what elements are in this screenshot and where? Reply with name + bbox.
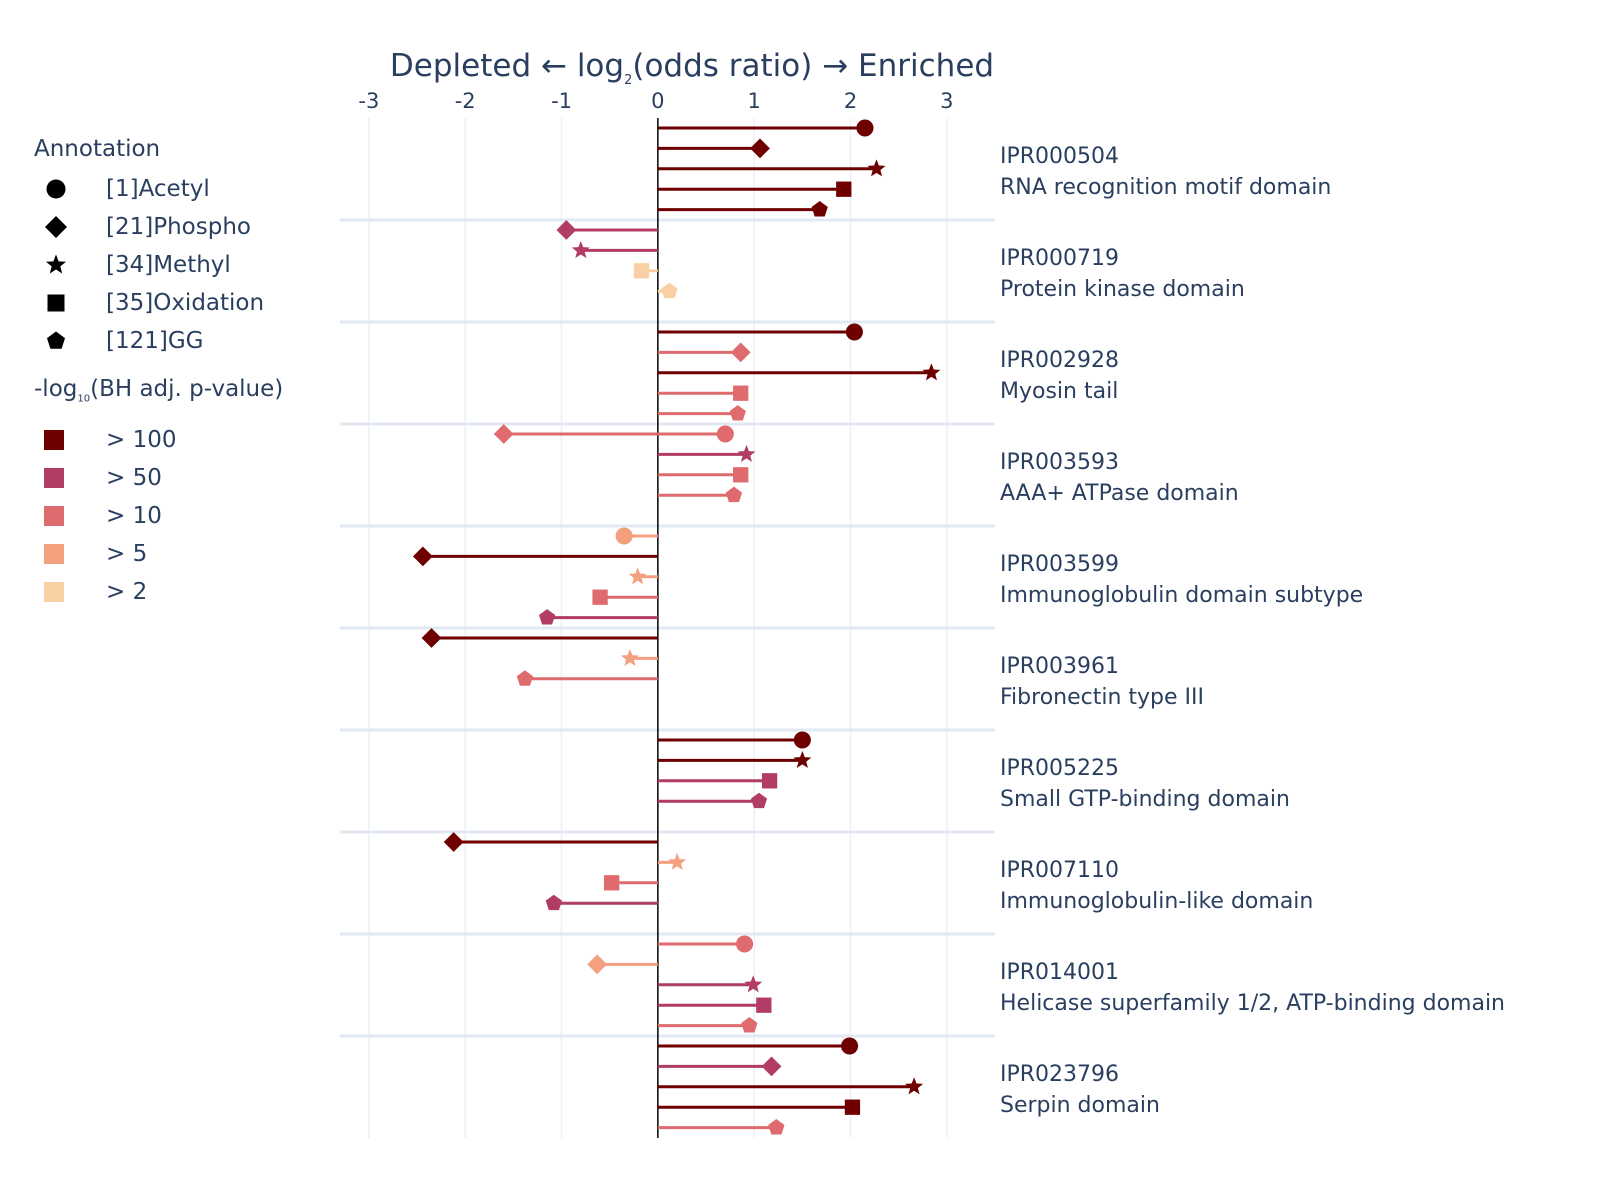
lollipop-marker-oxidation xyxy=(844,1099,861,1115)
lollipop-marker-gg xyxy=(661,282,678,299)
lollipop-marker-methyl xyxy=(744,975,763,993)
square-swatch-icon xyxy=(34,463,92,493)
lollipop-marker-oxidation xyxy=(836,181,852,197)
lollipop-marker-methyl xyxy=(867,159,886,177)
lollipop-marker-phospho xyxy=(443,832,464,852)
lollipop-marker-methyl xyxy=(628,567,647,585)
domain-name-label: Serpin domain xyxy=(1000,1093,1160,1118)
domain-id-label: IPR023796 xyxy=(1000,1062,1119,1087)
lollipop-marker-oxidation xyxy=(592,589,608,605)
chart-legend: Annotation [1]Acetyl [21]Phospho [34]Methy… xyxy=(34,134,283,611)
x-tick-label: 1 xyxy=(748,89,761,113)
lollipop-marker-acetyl xyxy=(736,935,754,953)
star-icon xyxy=(34,250,92,280)
domain-name-label: Helicase superfamily 1/2, ATP-binding do… xyxy=(1000,991,1505,1016)
lollipop-marker-oxidation xyxy=(761,773,778,789)
lollipop-marker-phospho xyxy=(587,954,608,975)
lollipop-marker-phospho xyxy=(556,220,577,240)
legend-item-acetyl: [1]Acetyl xyxy=(34,170,283,208)
domain-name-label: Immunoglobulin-like domain xyxy=(1000,889,1313,914)
diamond-icon xyxy=(34,212,92,242)
lollipop-marker-phospho xyxy=(493,424,514,444)
domain-id-label: IPR002928 xyxy=(1000,348,1119,373)
x-tick-label: 3 xyxy=(940,89,953,113)
legend-item-methyl: [34]Methyl xyxy=(34,246,283,284)
x-tick-label: -1 xyxy=(551,89,572,113)
domain-id-label: IPR003961 xyxy=(1000,654,1119,679)
x-tick-label: -3 xyxy=(358,89,379,113)
lollipop-marker-gg xyxy=(516,670,534,686)
lollipop-marker-oxidation xyxy=(756,997,772,1013)
domain-name-label: AAA+ ATPase domain xyxy=(1000,481,1239,506)
lollipop-marker-oxidation xyxy=(603,875,620,891)
square-swatch-icon xyxy=(34,425,92,455)
legend-item-gg: [121]GG xyxy=(34,322,283,360)
domain-id-label: IPR005225 xyxy=(1000,756,1119,781)
pvalue-legend-title: -log10(BH adj. p-value) xyxy=(34,376,284,405)
lollipop-marker-gg xyxy=(768,1119,785,1135)
circle-icon xyxy=(34,174,92,204)
lollipop-marker-gg xyxy=(741,1017,758,1033)
lollipop-marker-gg xyxy=(725,486,743,503)
x-tick-label: -2 xyxy=(455,89,476,113)
domain-name-label: Fibronectin type III xyxy=(1000,685,1204,710)
lollipop-marker-phospho xyxy=(421,628,442,648)
domain-name-label: Immunoglobulin domain subtype xyxy=(1000,583,1363,608)
domain-name-label: Myosin tail xyxy=(1000,379,1118,404)
lollipop-marker-acetyl xyxy=(793,731,811,749)
x-tick-label: 2 xyxy=(844,89,857,113)
lollipop-marker-gg xyxy=(539,609,556,625)
annotation-legend-items: [1]Acetyl [21]Phospho [34]Methyl [35]Oxidat… xyxy=(34,170,283,360)
lollipop-marker-phospho xyxy=(761,1056,782,1077)
domain-id-label: IPR014001 xyxy=(1000,960,1119,985)
lollipop-marker-methyl xyxy=(737,444,756,462)
lollipop-marker-phospho xyxy=(750,138,770,159)
legend-item-pvalue-0: > 100 xyxy=(34,421,283,459)
lollipop-marker-phospho xyxy=(412,546,433,567)
legend-item-pvalue-1: > 50 xyxy=(34,459,283,497)
domain-name-label: RNA recognition motif domain xyxy=(1000,175,1331,200)
lollipop-marker-phospho xyxy=(730,342,751,363)
legend-item-pvalue-3: > 5 xyxy=(34,535,283,573)
lollipop-marker-acetyl xyxy=(615,527,633,545)
domain-id-label: IPR000719 xyxy=(1000,246,1119,271)
lollipop-marker-oxidation xyxy=(733,467,749,483)
pentagon-icon xyxy=(34,326,92,356)
square-swatch-icon xyxy=(34,539,92,569)
lollipop-marker-acetyl xyxy=(716,425,734,443)
domain-id-label: IPR007110 xyxy=(1000,858,1119,883)
domain-name-label: Small GTP-binding domain xyxy=(1000,787,1290,812)
lollipop-marker-gg xyxy=(811,201,828,217)
lollipop-marker-oxidation xyxy=(633,263,650,279)
domain-id-label: IPR003599 xyxy=(1000,552,1119,577)
domain-name-label: Protein kinase domain xyxy=(1000,277,1245,302)
lollipop-marker-acetyl xyxy=(845,323,863,341)
lollipop-marker-methyl xyxy=(922,363,941,381)
lollipop-marker-gg xyxy=(750,792,768,809)
lollipop-marker-acetyl xyxy=(856,119,874,137)
domain-id-label: IPR003593 xyxy=(1000,450,1119,475)
legend-item-pvalue-4: > 2 xyxy=(34,573,283,611)
lollipop-marker-gg xyxy=(729,405,746,421)
legend-item-pvalue-2: > 10 xyxy=(34,497,283,535)
annotation-legend-title: Annotation xyxy=(34,136,161,162)
legend-item-oxidation: [35]Oxidation xyxy=(34,284,283,322)
square-swatch-icon xyxy=(34,501,92,531)
x-tick-label: 0 xyxy=(651,89,664,113)
chart-title: Depleted ← log2(odds ratio) → Enriched xyxy=(390,48,994,88)
pvalue-legend-items: > 100 > 50 > 10 > 5 > 2 xyxy=(34,421,283,611)
lollipop-marker-methyl xyxy=(793,750,812,768)
square-swatch-icon xyxy=(34,577,92,607)
lollipop-marker-methyl xyxy=(620,648,639,666)
lollipop-marker-acetyl xyxy=(841,1037,859,1055)
legend-item-phospho: [21]Phospho xyxy=(34,208,283,246)
lollipop-marker-methyl xyxy=(668,852,687,870)
square-icon xyxy=(34,288,92,318)
lollipop-marker-oxidation xyxy=(733,385,749,401)
domain-id-label: IPR000504 xyxy=(1000,144,1119,169)
lollipop-marker-gg xyxy=(545,894,562,911)
lollipop-marker-methyl xyxy=(905,1077,924,1095)
lollipop-marker-methyl xyxy=(571,241,590,258)
